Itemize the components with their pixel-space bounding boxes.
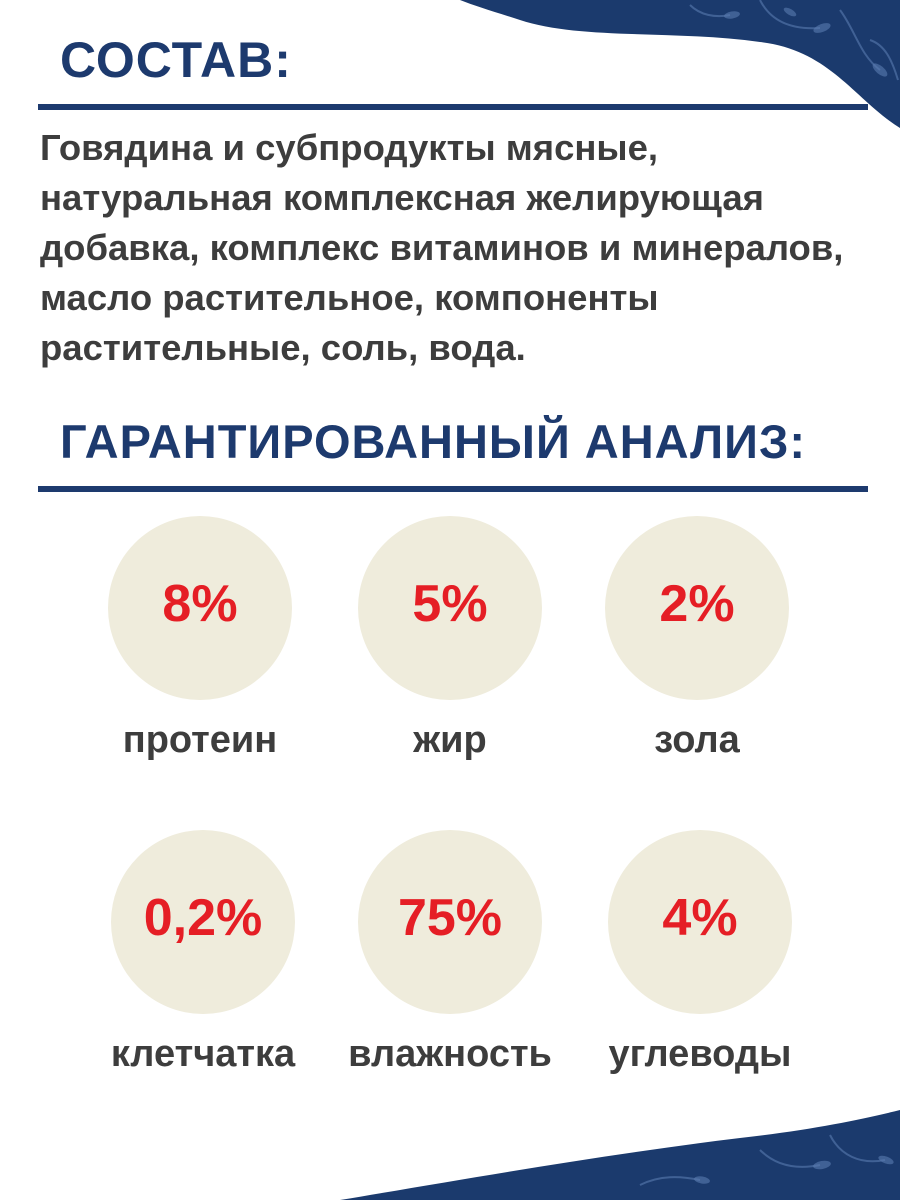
- stat-label: жир: [413, 719, 487, 761]
- analysis-heading: ГАРАНТИРОВАННЫЙ АНАЛИЗ:: [60, 415, 807, 468]
- stat-value: 8%: [162, 575, 238, 633]
- stat-protein: 8% протеин: [70, 516, 330, 762]
- stat-value: 2%: [659, 575, 735, 633]
- stat-carbohydrates: 4% углеводы: [570, 830, 830, 1076]
- stat-value: 5%: [412, 575, 488, 633]
- stat-circle: 75%: [358, 830, 542, 1014]
- stat-label: протеин: [122, 719, 278, 761]
- stat-fat: 5% жир: [320, 516, 580, 762]
- stat-circle: 4%: [608, 830, 792, 1014]
- stat-fiber: 0,2% клетчатка: [73, 830, 333, 1076]
- stat-value: 4%: [662, 889, 738, 947]
- stat-label: зола: [654, 719, 740, 761]
- composition-divider: [38, 104, 868, 110]
- stat-label: углеводы: [608, 1033, 792, 1075]
- composition-heading: СОСТАВ:: [60, 32, 292, 88]
- corner-floral-decoration-bottom: [340, 1110, 900, 1200]
- stat-value: 75%: [397, 889, 503, 947]
- stat-circle: 8%: [108, 516, 292, 700]
- analysis-divider: [38, 486, 868, 492]
- stat-ash: 2% зола: [567, 516, 827, 762]
- stat-circle: 2%: [605, 516, 789, 700]
- stat-label: клетчатка: [110, 1033, 296, 1075]
- stat-label: влажность: [348, 1033, 552, 1075]
- stat-circle: 0,2%: [111, 830, 295, 1014]
- composition-text: Говядина и субпродукты мясные, натуральн…: [40, 127, 844, 368]
- corner-floral-decoration-top: [460, 0, 900, 128]
- stat-value: 0,2%: [143, 889, 263, 947]
- stat-moisture: 75% влажность: [320, 830, 580, 1076]
- stat-circle: 5%: [358, 516, 542, 700]
